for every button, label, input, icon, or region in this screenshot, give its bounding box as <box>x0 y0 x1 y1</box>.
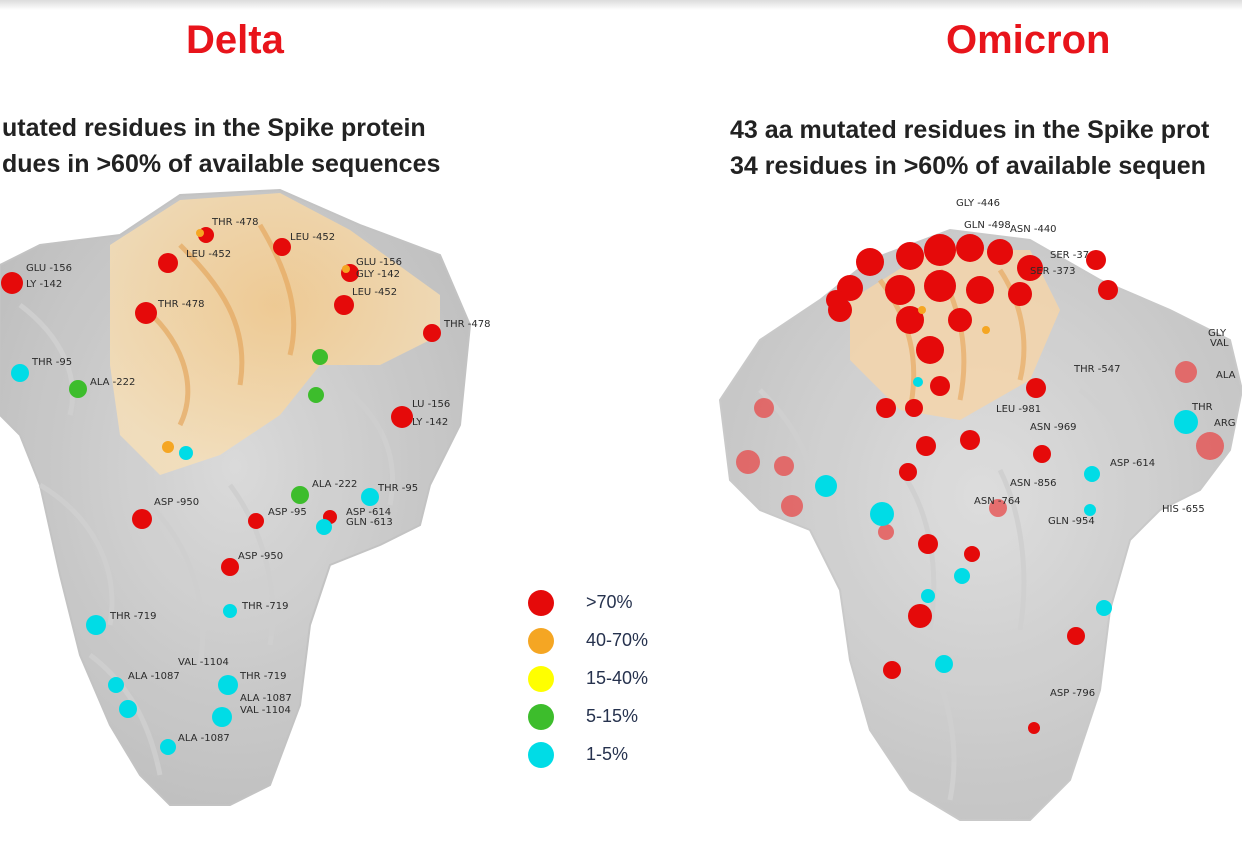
legend-swatch-yellow <box>528 666 554 692</box>
residue-label: ASP -614 <box>346 507 391 518</box>
residue-label: ALA <box>1216 370 1236 381</box>
residue-label: GLY -446 <box>956 198 1000 209</box>
residue-label: ASN -764 <box>974 496 1021 507</box>
omicron-title: Omicron <box>946 18 1111 62</box>
residue-label: HIS -655 <box>1162 504 1205 515</box>
omicron-spike-body <box>718 228 1242 821</box>
residue-label: GLU -156 <box>26 263 72 274</box>
residue-label: GLN -954 <box>1048 516 1095 527</box>
residue-label: LU -156 <box>412 399 450 410</box>
residue-label: VAL -1104 <box>240 705 291 716</box>
residue-label: GLY <box>1208 328 1227 339</box>
legend-swatch-cyan <box>528 742 554 768</box>
omicron-residue-labels: GLY -446 GLN -498 ASN -440 SER -37 SER -… <box>956 198 1236 699</box>
residue-label: THR -719 <box>109 611 156 622</box>
legend-swatch-red <box>528 590 554 616</box>
legend-label: >70% <box>586 592 633 612</box>
residue-label: GLU -156 <box>356 257 402 268</box>
legend-item: 40-70% <box>526 626 676 656</box>
delta-title: Delta <box>186 18 284 62</box>
residue-label: GLN -613 <box>346 517 393 528</box>
residue-label: VAL -1104 <box>178 657 229 668</box>
delta-structure-panel: THR -478 LEU -452 LEU -452 GLU -156 GLY … <box>0 185 500 825</box>
residue-label: THR -547 <box>1073 364 1120 375</box>
top-shadow-bar <box>0 0 1242 10</box>
legend-item: 1-5% <box>526 740 676 770</box>
omicron-translucent-red-residues <box>736 361 1224 540</box>
residue-label: LY -142 <box>26 279 62 290</box>
delta-subtitle-line1: utated residues in the Spike protein <box>2 114 426 142</box>
residue-label: THR <box>1191 402 1213 413</box>
omicron-structure-illustration: GLY -446 GLN -498 ASN -440 SER -37 SER -… <box>718 198 1242 821</box>
omicron-cyan-residues <box>815 377 1198 673</box>
delta-cyan-residues <box>11 364 379 755</box>
delta-green-residues <box>69 349 328 504</box>
residue-label: THR -478 <box>211 217 258 228</box>
residue-label: ASP -95 <box>268 507 307 518</box>
delta-residue-labels: THR -478 LEU -452 LEU -452 GLU -156 GLY … <box>26 217 490 744</box>
residue-label: ALA -1087 <box>128 671 180 682</box>
omicron-structure-panel: GLY -446 GLN -498 ASN -440 SER -37 SER -… <box>700 190 1242 830</box>
residue-label: SER -37 <box>1050 250 1089 261</box>
legend-swatch-green <box>528 704 554 730</box>
residue-label: LEU -981 <box>996 404 1041 415</box>
delta-subtitle-clip: utated residues in the Spike protein due… <box>0 110 480 190</box>
omicron-red-residues <box>826 234 1118 734</box>
residue-label: GLY -142 <box>356 269 400 280</box>
residue-label: ASP -614 <box>1110 458 1155 469</box>
residue-label: VAL <box>1210 338 1229 349</box>
residue-label: LY -142 <box>412 417 448 428</box>
frequency-legend: >70% 40-70% 15-40% 5-15% 1-5% <box>526 588 676 778</box>
legend-swatch-orange <box>528 628 554 654</box>
residue-label: THR -719 <box>239 671 286 682</box>
delta-orange-residues <box>162 229 350 453</box>
delta-subtitle-line2: dues in >60% of available sequences <box>2 150 441 178</box>
residue-label: THR -719 <box>241 601 288 612</box>
legend-item: >70% <box>526 588 676 618</box>
delta-spike-head-orange <box>110 193 440 475</box>
legend-label: 15-40% <box>586 668 649 688</box>
residue-label: ALA -1087 <box>240 693 292 704</box>
omicron-orange-residues <box>918 306 990 334</box>
legend-item: 15-40% <box>526 664 676 694</box>
residue-label: LEU -452 <box>352 287 397 298</box>
omicron-subtitle-clip: 43 aa mutated residues in the Spike prot… <box>720 112 1242 192</box>
delta-ribbon-strands <box>18 303 396 776</box>
residue-label: LEU -452 <box>186 249 231 260</box>
residue-label: ALA -222 <box>312 479 357 490</box>
residue-label: ASP -950 <box>238 551 283 562</box>
residue-label: ALA -1087 <box>178 733 230 744</box>
residue-label: THR -478 <box>443 319 490 330</box>
omicron-subtitle-line1: 43 aa mutated residues in the Spike prot <box>730 116 1210 144</box>
residue-label: GLN -498 <box>964 220 1011 231</box>
residue-label: ARG <box>1214 418 1236 429</box>
residue-label: ASN -969 <box>1030 422 1077 433</box>
delta-structure-illustration: THR -478 LEU -452 LEU -452 GLU -156 GLY … <box>0 188 490 806</box>
legend-item: 5-15% <box>526 702 676 732</box>
residue-label: THR -95 <box>377 483 418 494</box>
residue-label: ASN -856 <box>1010 478 1057 489</box>
residue-label: THR -478 <box>157 299 204 310</box>
residue-label: SER -373 <box>1030 266 1076 277</box>
residue-label: ASN -440 <box>1010 224 1057 235</box>
residue-label: THR -95 <box>31 357 72 368</box>
legend-label: 1-5% <box>586 744 629 764</box>
legend-label: 5-15% <box>586 706 639 726</box>
residue-label: ASP -796 <box>1050 688 1095 699</box>
omicron-subtitle-line2: 34 residues in >60% of available sequen <box>730 152 1206 180</box>
legend-label: 40-70% <box>586 630 649 650</box>
residue-label: ASP -950 <box>154 497 199 508</box>
residue-label: ALA -222 <box>90 377 135 388</box>
delta-red-residues <box>1 227 441 576</box>
residue-label: LEU -452 <box>290 232 335 243</box>
